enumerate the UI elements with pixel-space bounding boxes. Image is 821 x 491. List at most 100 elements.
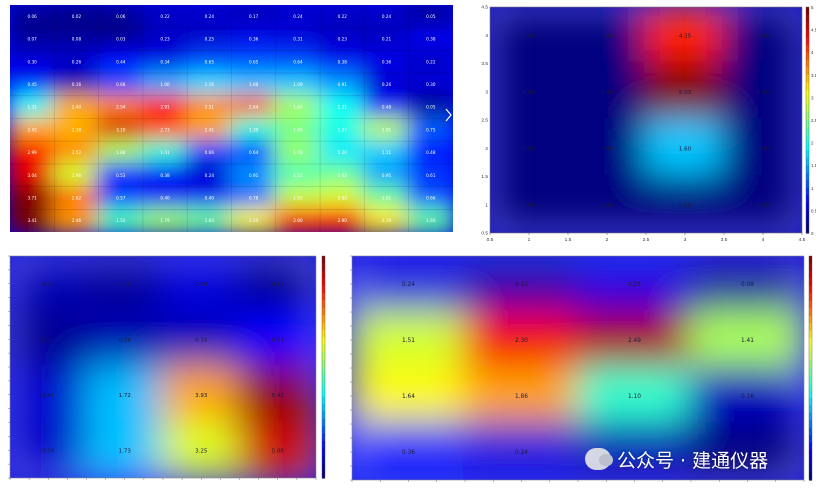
heatmap-cell [10,256,89,314]
cell-value-label: 1.79 [160,218,170,223]
cell-value-label: 1.84 [293,105,303,110]
cell-value-label: 0.00 [601,90,614,96]
heatmap-cell [96,207,145,232]
colorbar-tick-label: 1.5 [811,163,816,168]
cell-value-label: 0.65 [205,59,215,64]
heatmap-cell [140,71,190,98]
cell-value-label: 0.40 [205,195,215,200]
heatmap-cell [273,71,323,98]
heatmap-cell [185,25,234,53]
heatmap-cell [689,310,804,370]
cell-value-label: 2.99 [27,150,37,155]
cell-value-label: 3.41 [27,218,37,223]
heatmap-cell [352,422,467,480]
cell-value-label: 3.71 [27,195,37,200]
heatmap-cell [237,365,316,425]
heatmap-cell [362,25,411,53]
cell-value-label: 0.30 [27,59,37,64]
cell-value-label: 2.42 [27,127,37,132]
cell-value-label: 2.46 [72,218,82,223]
heatmap-cell [140,161,190,189]
cell-value-label: 2.62 [72,195,82,200]
heatmap-cell [318,116,367,144]
cell-value-label: 0.91 [249,173,259,178]
cell-value-label: 1.60 [679,146,692,152]
cell-value-label: 1.64 [402,394,415,400]
cell-value-label: 1.20 [338,150,348,155]
cell-value-label: 0.65 [249,59,259,64]
heatmap-cell [229,48,278,76]
heatmap-cell [229,5,278,30]
heatmap-cell [84,309,165,369]
cell-value-label: 0.24 [382,14,392,19]
cell-value-label: 0.38 [160,173,170,178]
cell-value-label: 0.64 [249,150,259,155]
cell-value-label: 5.06 [272,448,285,454]
cell-value-label: 0.45 [27,82,37,87]
heatmap-cell [644,118,726,179]
colorbar-tick-label: 0 [811,231,814,236]
heatmap-cell [406,25,453,53]
heatmap-cell [185,139,234,166]
cell-value-label: 0.08 [741,282,754,288]
heatmap-cell [689,422,804,480]
wechat-icon [585,448,613,470]
heatmap-cell [352,256,467,314]
heatmap-cell [362,207,411,232]
colorbar-tick-label: 2.5 [811,118,816,123]
heatmap-cell [406,207,453,232]
cell-value-label: 0.00 [757,90,770,96]
cell-value-label: 5.03 [679,90,692,96]
cell-value-label: 0.06 [27,14,37,19]
grid-lines [10,5,453,232]
heatmap-cell [185,207,234,232]
cell-value-label: 0.12 [515,282,528,288]
heatmap-field [352,256,804,480]
heatmap-cell [318,93,367,121]
cell-value-label: 0.61 [426,173,436,178]
cell-value-label: 0.00 [523,33,536,39]
cell-value-label: 2.91 [160,105,170,110]
heatmap-cell [273,161,323,189]
heatmap-cell [406,161,453,189]
heatmap-cell [140,25,190,53]
cell-value-label: 0.00 [679,203,692,209]
cell-value-label: 0.30 [426,82,436,87]
heatmap-panel-3: 0.29 0.15 0.50 0.10 0.10 0.26 0.33 0.71 0.41 1.72… [8,255,326,480]
cell-value-label: 0.66 [205,150,215,155]
colorbar-tick-label: 2 [811,141,814,146]
cell-value-label: 1.31 [27,105,37,110]
heatmap-cell [689,366,804,426]
colorbar-tick-label: 1 [811,186,814,191]
heatmap-cell [161,256,242,314]
cell-value-label: 0.24 [205,173,215,178]
heatmap-cell [463,310,580,370]
heatmap-cell [10,93,57,121]
heatmap-cell [463,366,580,426]
cell-value-label: 0.50 [195,282,208,288]
cell-value-label: 0.15 [119,282,132,288]
cell-value-label: 1.10 [628,394,641,400]
heatmap-cell [10,139,57,166]
heatmap-cell [52,139,101,166]
cell-value-label: 1.96 [72,173,82,178]
cell-value-label: 1.00 [160,82,170,87]
heatmap-cell [722,174,802,233]
heatmap-cell [10,25,57,53]
heatmap-cell [185,5,234,30]
cell-value-label: 2.64 [249,105,259,110]
cell-value-label: 0.41 [42,393,54,399]
x-tick-label: 3 [684,237,687,243]
cell-value-label: 1.37 [338,127,348,132]
cell-value-label: 1.64 [205,218,215,223]
cell-value-label: 0.10 [42,337,55,343]
cell-value-label: 0.16 [72,82,82,87]
cell-value-label: 0.48 [382,105,392,110]
y-tick-label: 3.5 [481,61,488,67]
heatmap-cell [10,365,89,425]
cell-value-label: 2.00 [338,195,348,200]
cell-value-label: 1.72 [119,393,131,399]
cell-value-label: 1.41 [741,338,754,344]
heatmap-cell [362,93,411,121]
heatmap-cell [566,174,648,233]
